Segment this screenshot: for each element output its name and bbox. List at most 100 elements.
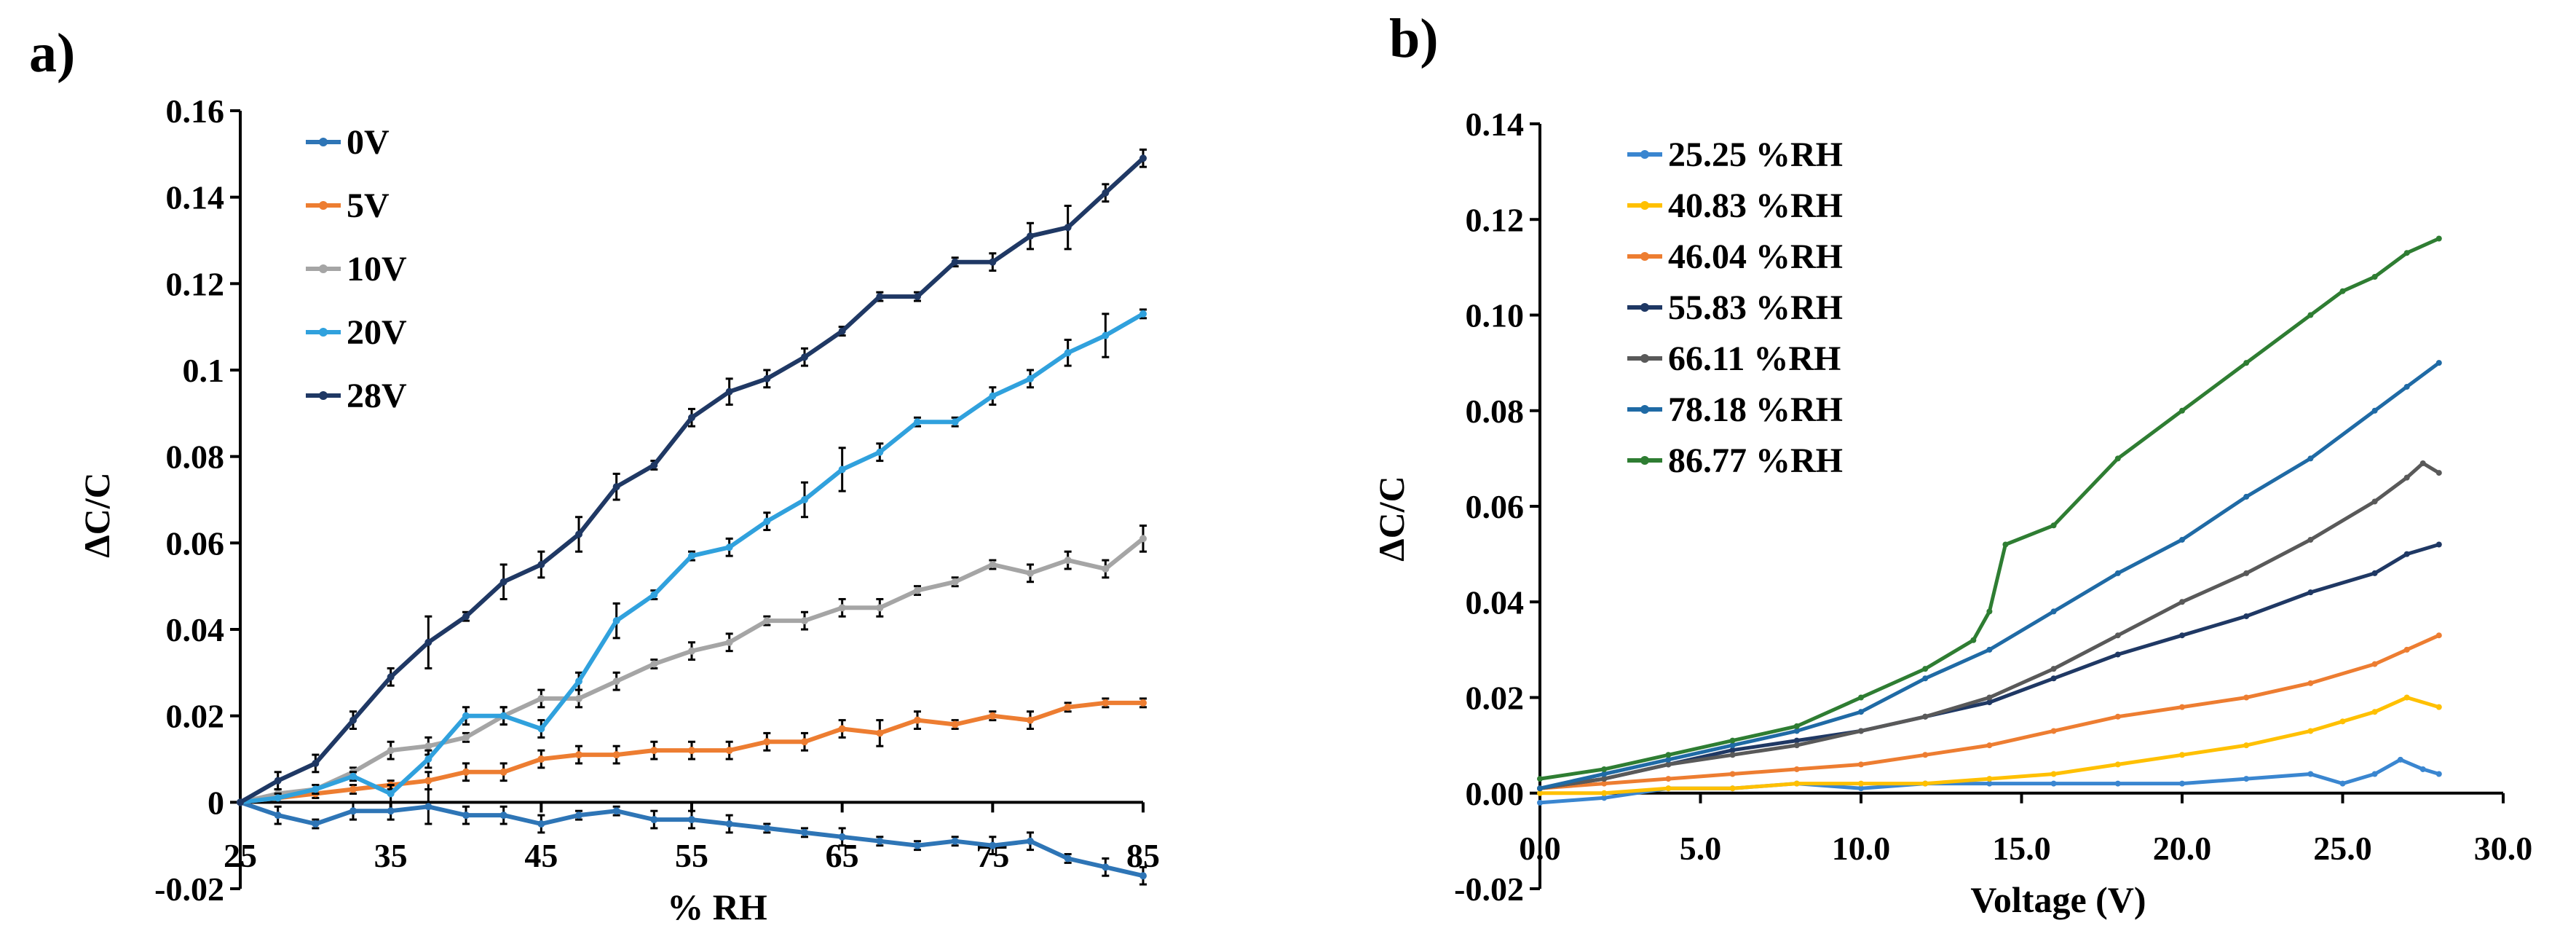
chart-b-legend-entry: 55.83 %RH [1627,288,1843,327]
chart-b-data-point [2114,780,2121,787]
chart-b-data-point [2114,713,2121,720]
chart-a-data-point [914,586,921,594]
chart-a-legend-label: 10V [347,250,407,288]
chart-b-data-point [2050,675,2057,682]
chart-b-data-point [2403,694,2410,701]
chart-b-data-point [2179,632,2185,639]
chart-b-data-point [2339,780,2346,787]
chart-a-data-point [650,816,658,824]
chart-a-y-tick-label: -0.02 [154,871,224,908]
chart-b-data-point [1665,785,1672,792]
chart-a-y-tick-label: 0.12 [166,265,225,302]
chart-a-data-point [424,803,432,811]
chart-a-x-tick-label: 35 [374,837,408,874]
chart-a-data-point [725,543,733,551]
chart-b-data-point [1858,728,1864,734]
chart-a-data-point [725,388,733,396]
chart-b-data-point [1601,776,1608,782]
chart-b-data-point [2419,766,2426,772]
chart-b-data-point [2307,455,2314,462]
chart-a-data-point [876,604,884,612]
chart-b-data-point [1537,785,1543,792]
chart-a-data-point [914,716,921,724]
chart-a-data-point [1064,557,1072,565]
chart-b-data-point [2179,599,2185,605]
chart-b-data-point [1665,756,1672,763]
chart-b-data-point [1793,737,1800,744]
chart-b-data-point [2179,704,2185,710]
chart-a-data-point [1102,331,1110,339]
chart-a-data-point [1139,535,1147,543]
chart-b-series-line [1539,361,2441,790]
chart-a-data-point [387,790,395,798]
chart-a-data-point [537,694,545,702]
chart-a-data-point [801,828,808,836]
chart-b-data-point [2307,536,2314,543]
chart-a-data-point [499,812,507,820]
chart-b-data-point [2114,761,2121,768]
chart-a-data-point [914,841,921,849]
chart-b-data-point [1922,713,1929,720]
chart-a-data-point [951,418,959,426]
chart-a-data-point [876,729,884,737]
chart-b-data-point [2050,771,2057,777]
chart-a-data-point [1027,837,1034,845]
chart-a-data-point [424,742,432,750]
chart-b-data-point [1922,675,1929,682]
chart-a-legend-label: 0V [347,123,390,162]
chart-b-data-point [1858,785,1864,792]
chart-b-x-tick-label: 0.0 [1519,830,1561,867]
chart-b-series-6 [1537,360,2442,792]
chart-b-data-point [1793,780,1800,787]
chart-b-data-point [2179,536,2185,543]
chart-b-data-point [1922,666,1929,672]
chart-a-data-point [650,591,658,599]
chart-b-data-point [2114,632,2121,639]
chart-a-data-point [575,694,582,702]
chart-b-data-point [1665,752,1672,758]
chart-a-data-point [725,747,733,755]
chart-b-legend-marker [1640,150,1649,159]
chart-a-data-point [1027,232,1034,240]
chart-b-series-7 [1537,235,2442,782]
chart-b-data-point [2435,632,2442,639]
chart-a-data-point [801,496,808,503]
chart-b-legend-label: 86.77 %RH [1668,441,1843,480]
chart-a-data-point [612,483,620,491]
chart-a-data-point [462,812,470,820]
chart-b-data-point [1729,752,1736,758]
chart-b-data-point [2243,694,2250,701]
chart-a-data-point [688,647,695,655]
chart-a-legend-entry: 20V [306,313,407,352]
chart-a-data-point [274,812,282,820]
chart-b-data-point [2435,470,2442,476]
chart-b-legend-marker [1640,303,1649,312]
chart-b-y-tick-label: 0.12 [1466,201,1525,238]
chart-b-x-tick-label: 25.0 [2313,830,2372,867]
chart-a-legend-entry: 28V [306,377,407,415]
chart-b-data-point [2243,776,2250,782]
chart-b-y-tick-label: 0.00 [1466,775,1525,812]
chart-b-data-point [2050,780,2057,787]
chart-b-y-tick-label: 0.02 [1466,680,1525,717]
chart-b-data-point [2435,704,2442,710]
chart-b-data-point [1537,776,1543,782]
chart-b-data-point [2243,570,2250,576]
chart-b-series-2 [1537,694,2442,796]
chart-b-x-axis-title: Voltage (V) [1970,879,2146,920]
chart-b-data-point [2050,522,2057,529]
chart-a-data-point [612,617,620,625]
chart-b-series-line [1539,633,2440,790]
chart-a-data-point [612,677,620,685]
chart-b-data-point [2243,493,2250,500]
chart-a-data-point [349,785,357,793]
chart-a-data-point [462,613,470,621]
chart-a-data-point [387,673,395,681]
chart-a-data-point [612,807,620,815]
chart-a-data-point [725,820,733,828]
chart-b-data-point [2307,680,2314,686]
chart-a-data-point [1102,565,1110,573]
chart-a-data-point [725,638,733,646]
chart-a-y-axis-title: ΔC/C [76,472,117,557]
